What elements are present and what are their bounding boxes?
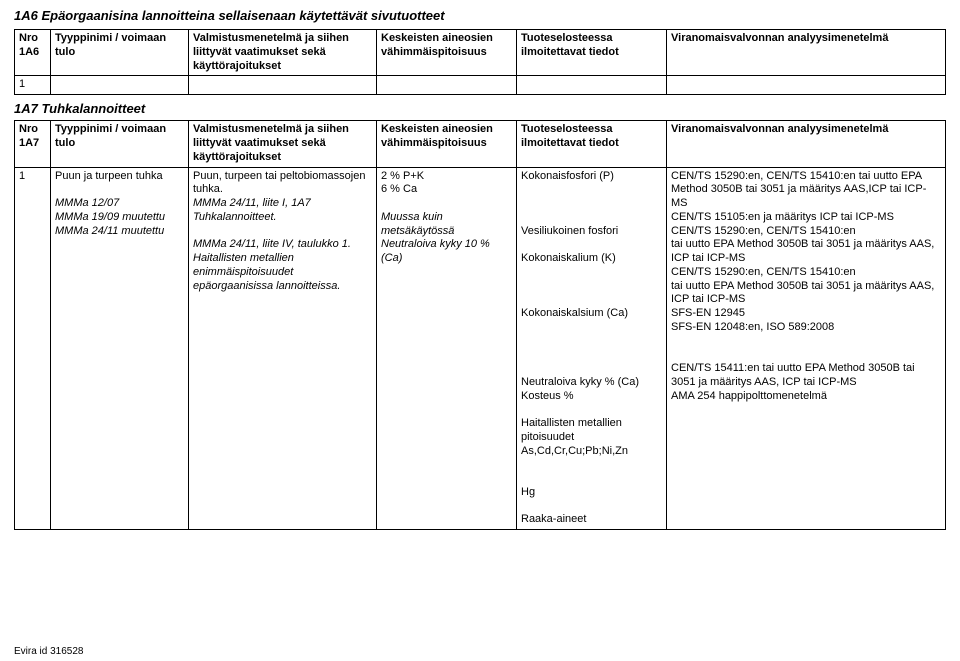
cell-tyyppi: Puun ja turpeen tuhkaMMMa 12/07MMMa 19/0… xyxy=(51,167,189,530)
section-1a6-title: 1A6 Epäorgaanisina lannoitteina sellaise… xyxy=(14,8,946,23)
cell-vir: CEN/TS 15290:en, CEN/TS 15410:en tai uut… xyxy=(667,167,946,530)
table-row: 1 xyxy=(15,76,946,95)
col-nro: Nro 1A7 xyxy=(15,121,51,167)
col-valm: Valmistusmenetelmä ja siihen liittyvät v… xyxy=(189,121,377,167)
cell-valm: Puun, turpeen tai peltobiomassojen tuhka… xyxy=(189,167,377,530)
col-tyyppi: Tyyppinimi / voimaan tulo xyxy=(51,30,189,76)
col-vir: Viranomaisvalvonnan analyysimenetelmä xyxy=(667,121,946,167)
table-header-row: Nro 1A7 Tyyppinimi / voimaan tulo Valmis… xyxy=(15,121,946,167)
cell xyxy=(667,76,946,95)
cell xyxy=(377,76,517,95)
cell xyxy=(189,76,377,95)
col-kesk: Keskeisten aineosien vähimmäispitoisuus xyxy=(377,30,517,76)
cell-tuot: Kokonaisfosfori (P)Vesiliukoinen fosfori… xyxy=(517,167,667,530)
cell xyxy=(517,76,667,95)
cell-nro: 1 xyxy=(15,76,51,95)
table-row: 1 Puun ja turpeen tuhkaMMMa 12/07MMMa 19… xyxy=(15,167,946,530)
col-tyyppi: Tyyppinimi / voimaan tulo xyxy=(51,121,189,167)
table-1a6: Nro 1A6 Tyyppinimi / voimaan tulo Valmis… xyxy=(14,29,946,95)
col-tuot: Tuoteselosteessa ilmoitettavat tiedot xyxy=(517,30,667,76)
col-nro: Nro 1A6 xyxy=(15,30,51,76)
table-1a7: Nro 1A7 Tyyppinimi / voimaan tulo Valmis… xyxy=(14,120,946,530)
col-kesk: Keskeisten aineosien vähimmäispitoisuus xyxy=(377,121,517,167)
section-1a7-title: 1A7 Tuhkalannoitteet xyxy=(14,101,946,116)
footer-id: Evira id 316528 xyxy=(14,646,84,657)
col-vir: Viranomaisvalvonnan analyysimenetelmä xyxy=(667,30,946,76)
cell-kesk: 2 % P+K6 % CaMuussa kuin metsäkäytössä N… xyxy=(377,167,517,530)
table-header-row: Nro 1A6 Tyyppinimi / voimaan tulo Valmis… xyxy=(15,30,946,76)
cell-nro: 1 xyxy=(15,167,51,530)
col-tuot: Tuoteselosteessa ilmoitettavat tiedot xyxy=(517,121,667,167)
col-valm: Valmistusmenetelmä ja siihen liittyvät v… xyxy=(189,30,377,76)
cell xyxy=(51,76,189,95)
